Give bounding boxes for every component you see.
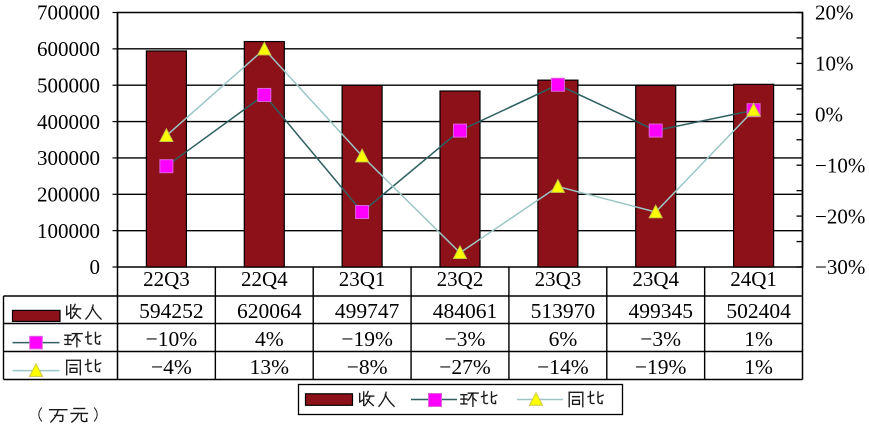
- svg-text:−19%: −19%: [635, 355, 687, 379]
- svg-text:−27%: −27%: [439, 355, 491, 379]
- svg-text:6%: 6%: [549, 327, 578, 351]
- svg-text:502404: 502404: [726, 299, 791, 323]
- svg-text:−4%: −4%: [151, 355, 192, 379]
- svg-text:20%: 20%: [815, 1, 854, 25]
- svg-text:513970: 513970: [531, 299, 596, 323]
- svg-text:−10%: −10%: [815, 153, 865, 177]
- svg-text:620064: 620064: [237, 299, 302, 323]
- svg-text:400000: 400000: [37, 110, 100, 134]
- svg-text:499747: 499747: [335, 299, 400, 323]
- svg-text:23Q1: 23Q1: [339, 267, 386, 291]
- svg-text:−10%: −10%: [146, 327, 198, 351]
- svg-text:23Q2: 23Q2: [437, 267, 484, 291]
- svg-text:−8%: −8%: [347, 355, 388, 379]
- svg-text:13%: 13%: [250, 355, 290, 379]
- svg-text:1%: 1%: [744, 327, 773, 351]
- svg-text:−3%: −3%: [640, 327, 681, 351]
- svg-text:10%: 10%: [815, 52, 854, 76]
- svg-text:22Q3: 22Q3: [143, 267, 190, 291]
- svg-text:0: 0: [90, 255, 101, 279]
- svg-text:24Q1: 24Q1: [730, 267, 777, 291]
- svg-text:−20%: −20%: [815, 204, 865, 228]
- svg-text:22Q4: 22Q4: [241, 267, 288, 291]
- svg-text:1%: 1%: [744, 355, 773, 379]
- svg-text:0%: 0%: [815, 103, 843, 127]
- svg-text:484061: 484061: [433, 299, 498, 323]
- svg-text:600000: 600000: [37, 37, 100, 61]
- svg-text:300000: 300000: [37, 146, 100, 170]
- svg-text:−14%: −14%: [537, 355, 589, 379]
- svg-text:499345: 499345: [628, 299, 693, 323]
- svg-text:−30%: −30%: [815, 255, 865, 279]
- svg-text:200000: 200000: [37, 182, 100, 206]
- svg-text:500000: 500000: [37, 73, 100, 97]
- svg-text:100000: 100000: [37, 219, 100, 243]
- svg-text:594252: 594252: [139, 299, 204, 323]
- svg-text:4%: 4%: [255, 327, 284, 351]
- svg-text:−3%: −3%: [445, 327, 486, 351]
- svg-text:23Q4: 23Q4: [632, 267, 679, 291]
- svg-text:700000: 700000: [37, 1, 100, 25]
- svg-text:23Q3: 23Q3: [535, 267, 582, 291]
- svg-text:−19%: −19%: [341, 327, 393, 351]
